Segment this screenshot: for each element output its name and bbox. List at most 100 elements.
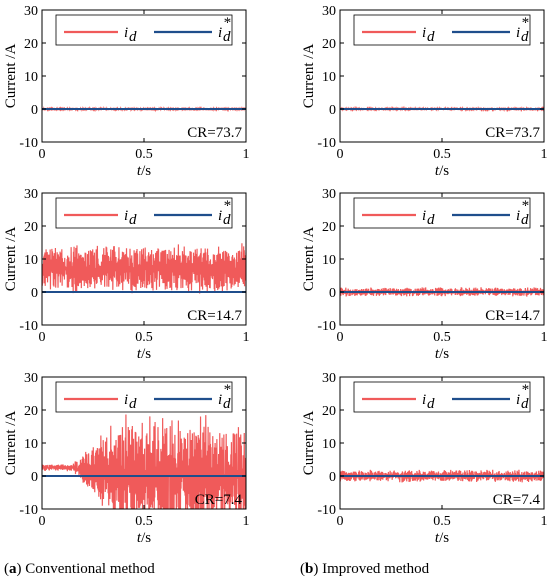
legend-box xyxy=(353,197,531,229)
legend-idstar-sub: d xyxy=(223,396,231,412)
caption-text: ) Improved method xyxy=(313,561,429,577)
legend-box xyxy=(55,381,233,413)
legend: i d i d* xyxy=(353,381,531,413)
y-tick-label: 0 xyxy=(329,470,336,485)
x-axis-label-unit: /s xyxy=(439,530,449,546)
y-tick-label: 10 xyxy=(322,253,336,268)
legend-id-sub: d xyxy=(129,396,137,412)
x-axis-label-var: t xyxy=(137,163,142,179)
legend-box xyxy=(55,197,233,229)
x-tick-label: 0.5 xyxy=(433,330,451,345)
x-axis-label-unit: /s xyxy=(141,163,151,179)
caption-paren: ( xyxy=(4,561,9,577)
caption-b: (b) Improved method xyxy=(300,561,430,577)
legend: i d i d* xyxy=(55,381,233,413)
y-tick-label: 20 xyxy=(24,37,38,52)
x-axis-label-var: t xyxy=(435,530,440,546)
y-tick-label: 20 xyxy=(322,37,336,52)
legend-idstar-main: i xyxy=(516,25,520,41)
y-tick-label: -10 xyxy=(19,503,38,518)
legend-id-main: i xyxy=(124,392,128,408)
cr-annotation: CR=14.7 xyxy=(187,308,242,324)
x-axis-label-unit: /s xyxy=(141,346,151,362)
x-tick-label: 0 xyxy=(39,514,46,529)
legend-id-main: i xyxy=(422,208,426,224)
x-axis-label: t/s xyxy=(137,346,151,362)
x-axis-label-var: t xyxy=(435,163,440,179)
legend-idstar-sub: d xyxy=(521,212,529,228)
y-tick-label: 30 xyxy=(322,187,336,202)
legend-idstar-main: i xyxy=(218,25,222,41)
y-tick-label: 0 xyxy=(31,103,38,118)
y-axis-label: Current /A xyxy=(3,44,19,109)
x-axis-label: t/s xyxy=(435,346,449,362)
legend-idstar-sub: d xyxy=(521,396,529,412)
legend-idstar-main: i xyxy=(218,208,222,224)
y-tick-label: -10 xyxy=(19,319,38,334)
legend-id-main: i xyxy=(124,208,128,224)
legend-box xyxy=(55,14,233,46)
cr-annotation: CR=7.4 xyxy=(493,492,541,508)
x-tick-label: 1 xyxy=(243,147,250,162)
y-tick-label: 10 xyxy=(322,437,336,452)
x-tick-label: 0 xyxy=(337,514,344,529)
caption-a: (a) Conventional method xyxy=(4,561,155,577)
y-axis-label: Current /A xyxy=(3,227,19,292)
y-axis-label: Current /A xyxy=(3,411,19,476)
legend: i d i d* xyxy=(55,197,233,229)
x-tick-label: 0.5 xyxy=(135,330,153,345)
legend-id-sub: d xyxy=(129,212,137,228)
legend-idstar-sup: * xyxy=(223,15,231,31)
x-axis-label-unit: /s xyxy=(141,530,151,546)
x-axis-label: t/s xyxy=(435,163,449,179)
x-tick-label: 0 xyxy=(337,147,344,162)
legend-idstar-main: i xyxy=(218,392,222,408)
y-axis-label: Current /A xyxy=(301,227,317,292)
legend-id-main: i xyxy=(422,392,426,408)
y-tick-label: 0 xyxy=(31,470,38,485)
y-tick-label: 30 xyxy=(322,4,336,19)
y-tick-label: 20 xyxy=(24,220,38,235)
y-axis-label: Current /A xyxy=(301,411,317,476)
x-tick-label: 0.5 xyxy=(433,514,451,529)
legend-box xyxy=(353,381,531,413)
y-tick-label: 20 xyxy=(322,220,336,235)
y-tick-label: -10 xyxy=(317,136,336,151)
caption-text: ) Conventional method xyxy=(17,561,156,577)
legend-id-sub: d xyxy=(129,29,137,45)
legend: i d i d* xyxy=(353,14,531,46)
x-tick-label: 0 xyxy=(337,330,344,345)
y-tick-label: -10 xyxy=(317,503,336,518)
y-tick-label: 10 xyxy=(24,70,38,85)
legend: i d i d* xyxy=(55,14,233,46)
x-axis-label: t/s xyxy=(137,530,151,546)
x-tick-label: 0.5 xyxy=(135,514,153,529)
legend-idstar-sup: * xyxy=(223,382,231,398)
legend-id-sub: d xyxy=(427,29,435,45)
legend-idstar-main: i xyxy=(516,208,520,224)
y-tick-label: 10 xyxy=(322,70,336,85)
y-tick-label: 10 xyxy=(24,437,38,452)
y-tick-label: 20 xyxy=(322,404,336,419)
y-axis-label: Current /A xyxy=(301,44,317,109)
y-tick-label: 0 xyxy=(329,286,336,301)
x-tick-label: 0 xyxy=(39,330,46,345)
y-tick-label: 30 xyxy=(24,371,38,386)
y-tick-label: 20 xyxy=(24,404,38,419)
legend-id-main: i xyxy=(422,25,426,41)
series-id-line xyxy=(42,243,246,294)
x-tick-label: 1 xyxy=(541,514,548,529)
legend-idstar-sub: d xyxy=(223,212,231,228)
x-tick-label: 0 xyxy=(39,147,46,162)
x-axis-label-unit: /s xyxy=(439,346,449,362)
series-id-line xyxy=(42,414,246,509)
series-id-line xyxy=(340,469,544,483)
legend-idstar-sub: d xyxy=(521,29,529,45)
